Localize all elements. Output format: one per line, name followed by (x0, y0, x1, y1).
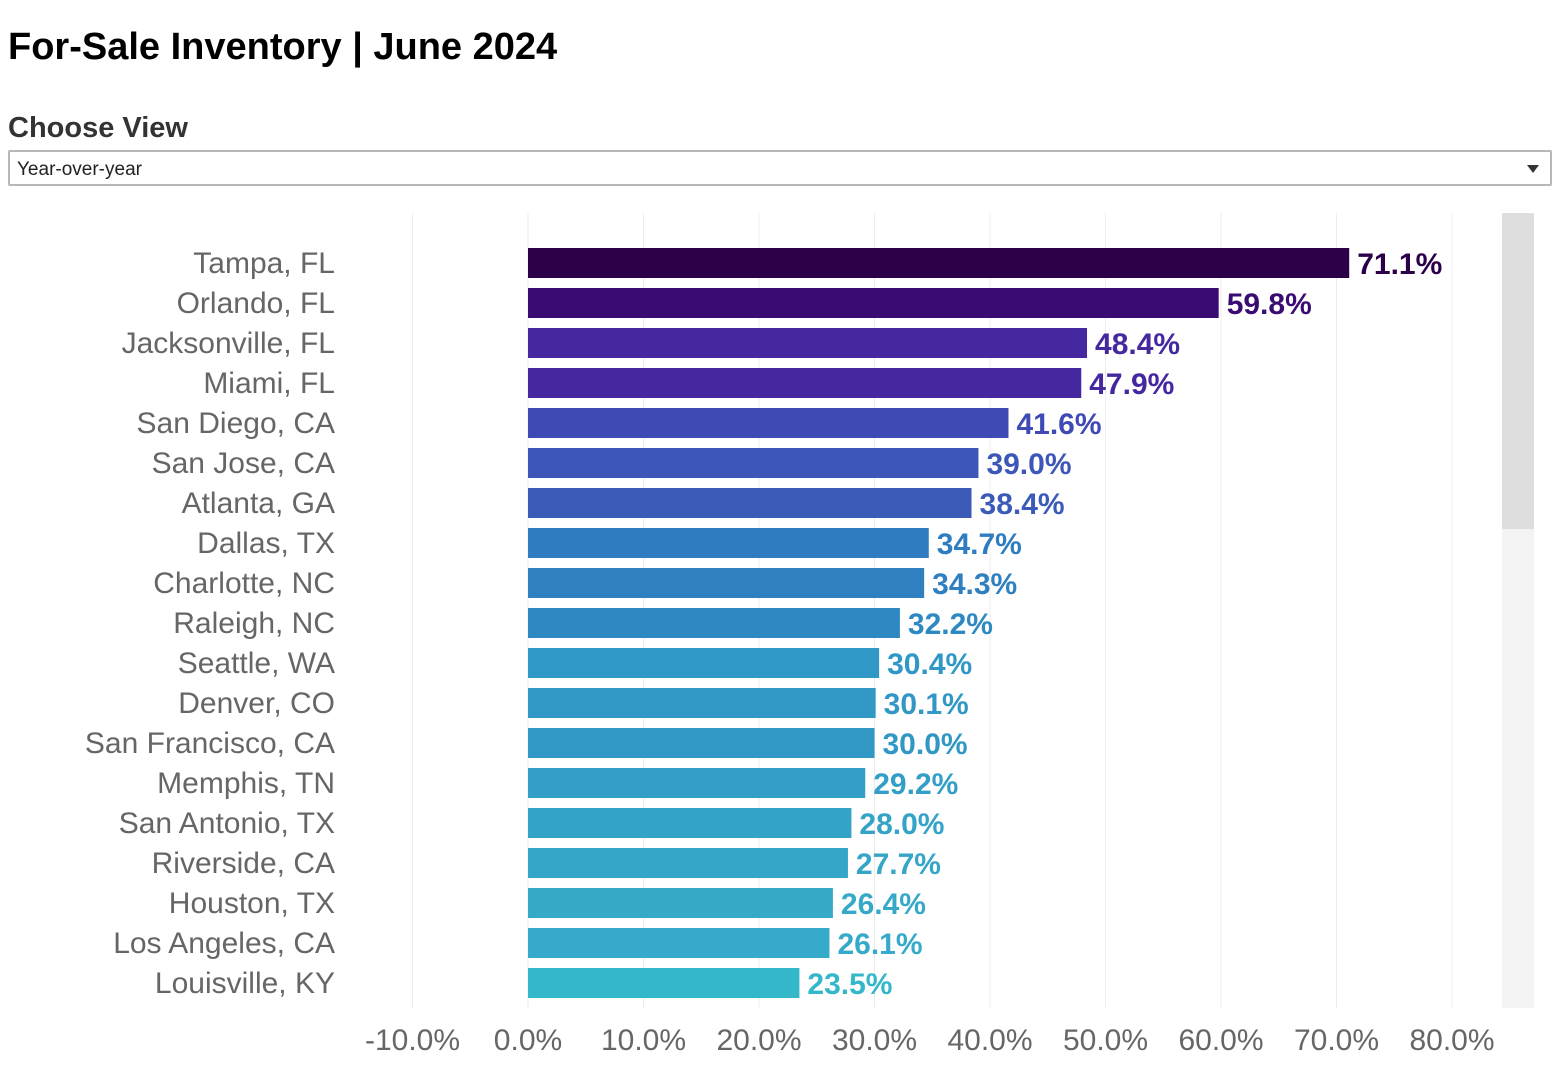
x-tick-label: 10.0% (601, 1024, 686, 1057)
category-label: Louisville, KY (155, 967, 335, 1000)
value-label: 34.3% (932, 568, 1017, 601)
bar[interactable] (528, 688, 876, 718)
bar[interactable] (528, 648, 880, 678)
category-labels: Tampa, FL Orlando, FL Jacksonville, FL Miam… (85, 247, 335, 1000)
category-label: Orlando, FL (177, 287, 335, 320)
category-label: Houston, TX (169, 887, 335, 920)
value-label: 28.0% (859, 808, 944, 841)
x-tick-label: 20.0% (716, 1024, 801, 1057)
category-label: Tampa, FL (193, 247, 335, 280)
category-label: Jacksonville, FL (122, 327, 335, 360)
value-label: 26.4% (841, 888, 926, 921)
value-label: 32.2% (908, 608, 993, 641)
bar[interactable] (528, 568, 925, 598)
category-label: Denver, CO (178, 687, 335, 720)
chevron-down-icon (1527, 165, 1539, 173)
bars (528, 248, 1350, 998)
scrollbar-thumb[interactable] (1502, 213, 1534, 529)
bar[interactable] (528, 528, 929, 558)
x-tick-label: 80.0% (1409, 1024, 1494, 1057)
view-select[interactable]: Year-over-year (8, 150, 1552, 186)
value-label: 30.1% (884, 688, 969, 721)
value-label: 23.5% (807, 968, 892, 1001)
bar[interactable] (528, 768, 866, 798)
value-label: 48.4% (1095, 328, 1180, 361)
x-tick-label: 50.0% (1063, 1024, 1148, 1057)
bar[interactable] (528, 368, 1082, 398)
value-label: 27.7% (856, 848, 941, 881)
value-label: 30.0% (883, 728, 968, 761)
value-label: 41.6% (1016, 408, 1101, 441)
bar[interactable] (528, 448, 979, 478)
page-title: For-Sale Inventory | June 2024 (8, 26, 558, 68)
category-label: Charlotte, NC (153, 567, 335, 600)
value-label: 26.1% (837, 928, 922, 961)
x-tick-label: 40.0% (947, 1024, 1032, 1057)
x-axis-ticks: -10.0% 0.0% 10.0% 20.0% 30.0% 40.0% 50.0% 60.0%… (365, 1024, 1495, 1057)
value-label: 30.4% (887, 648, 972, 681)
bar[interactable] (528, 488, 972, 518)
category-label: San Jose, CA (152, 447, 335, 480)
bar[interactable] (528, 888, 833, 918)
x-tick-label: 0.0% (494, 1024, 562, 1057)
bar-chart: Tampa, FL Orlando, FL Jacksonville, FL Miam… (85, 213, 1495, 1057)
category-label: Seattle, WA (178, 647, 335, 680)
x-tick-label: -10.0% (365, 1024, 460, 1057)
value-labels: 71.1% 59.8% 48.4% 47.9% 41.6% 39.0% 38.4% 34.7%… (807, 248, 1442, 1001)
value-label: 47.9% (1089, 368, 1174, 401)
x-tick-label: 30.0% (832, 1024, 917, 1057)
category-label: Dallas, TX (197, 527, 335, 560)
category-label: Los Angeles, CA (113, 927, 335, 960)
bar[interactable] (528, 968, 800, 998)
bar[interactable] (528, 608, 900, 638)
value-label: 59.8% (1227, 288, 1312, 321)
value-label: 29.2% (873, 768, 958, 801)
bar[interactable] (528, 248, 1350, 278)
category-label: San Antonio, TX (119, 807, 335, 840)
bar[interactable] (528, 848, 848, 878)
value-label: 71.1% (1357, 248, 1442, 281)
value-label: 34.7% (937, 528, 1022, 561)
bar[interactable] (528, 328, 1088, 358)
bar[interactable] (528, 288, 1219, 318)
chart-scrollbar[interactable] (1502, 213, 1534, 1008)
value-label: 38.4% (980, 488, 1065, 521)
x-tick-label: 70.0% (1294, 1024, 1379, 1057)
bar[interactable] (528, 928, 830, 958)
category-label: San Francisco, CA (85, 727, 335, 760)
bar[interactable] (528, 408, 1009, 438)
value-label: 39.0% (986, 448, 1071, 481)
category-label: San Diego, CA (137, 407, 335, 440)
bar[interactable] (528, 808, 852, 838)
x-tick-label: 60.0% (1178, 1024, 1263, 1057)
bar[interactable] (528, 728, 875, 758)
view-select-value: Year-over-year (17, 159, 142, 180)
category-label: Raleigh, NC (173, 607, 335, 640)
choose-view-label: Choose View (8, 112, 188, 144)
category-label: Memphis, TN (157, 767, 335, 800)
category-label: Miami, FL (203, 367, 335, 400)
category-label: Riverside, CA (152, 847, 335, 880)
category-label: Atlanta, GA (182, 487, 335, 520)
